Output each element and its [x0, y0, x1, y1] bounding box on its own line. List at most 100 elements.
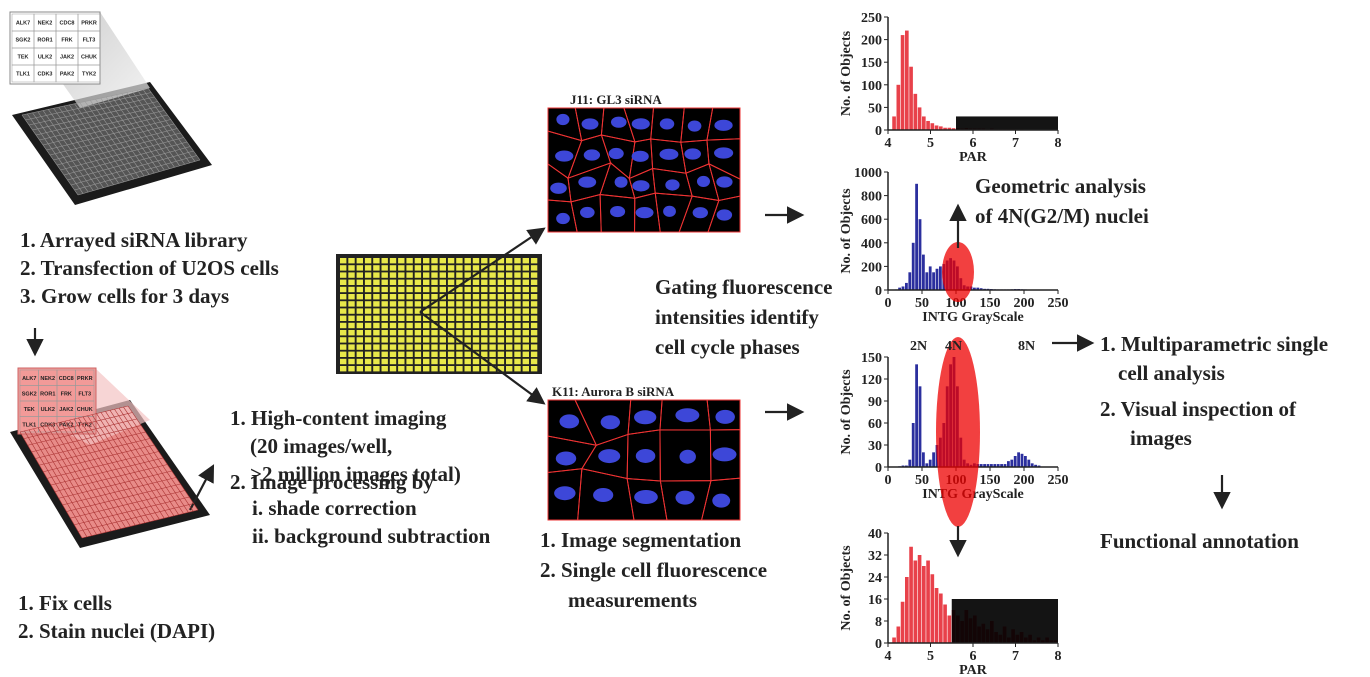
well: [365, 265, 371, 270]
step: cell analysis: [1118, 361, 1225, 385]
gene-label: SGK2: [22, 391, 37, 397]
step: 2. Single cell fluorescence: [540, 558, 767, 582]
well: [473, 344, 479, 349]
nucleus: [660, 118, 674, 129]
gene-label: ALK7: [16, 21, 30, 27]
image-label: K11: Aurora B siRNA: [552, 384, 675, 399]
well: [382, 344, 388, 349]
bar: [922, 116, 926, 130]
well: [357, 301, 363, 306]
well: [357, 316, 363, 321]
well: [523, 337, 529, 342]
well: [415, 287, 421, 292]
x-tick-label: 5: [927, 649, 934, 664]
well: [473, 337, 479, 342]
bar: [914, 561, 918, 644]
well: [498, 308, 504, 313]
bar: [926, 121, 930, 130]
well: [373, 280, 379, 285]
y-tick-label: 200: [861, 260, 882, 275]
well: [489, 344, 495, 349]
well: [506, 323, 512, 328]
well: [406, 366, 412, 371]
well: [390, 330, 396, 335]
nucleus: [615, 177, 628, 188]
nucleus: [693, 207, 708, 218]
well: [481, 258, 487, 263]
nucleus: [598, 449, 620, 463]
well: [523, 330, 529, 335]
bar: [901, 35, 905, 130]
bar: [909, 547, 913, 643]
nucleus: [611, 117, 627, 128]
well: [531, 280, 537, 285]
well: [489, 323, 495, 328]
well: [523, 287, 529, 292]
well: [398, 265, 404, 270]
bar: [915, 184, 918, 290]
well: [357, 359, 363, 364]
well: [506, 294, 512, 299]
gene-label: NEK2: [40, 376, 55, 382]
well: [498, 272, 504, 277]
well: [415, 294, 421, 299]
well: [465, 359, 471, 364]
well: [481, 272, 487, 277]
well: [523, 308, 529, 313]
well: [390, 366, 396, 371]
well: [523, 352, 529, 357]
well: [390, 344, 396, 349]
well: [456, 366, 462, 371]
well: [448, 280, 454, 285]
well: [340, 287, 346, 292]
well: [406, 301, 412, 306]
well: [340, 344, 346, 349]
well: [390, 359, 396, 364]
cell-image: [548, 400, 740, 520]
well: [523, 294, 529, 299]
well: [382, 301, 388, 306]
well: [481, 323, 487, 328]
well: [340, 337, 346, 342]
well: [498, 265, 504, 270]
well: [498, 287, 504, 292]
step: 2. Transfection of U2OS cells: [20, 256, 279, 280]
bar: [918, 107, 922, 130]
well: [348, 352, 354, 357]
y-axis-label: No. of Objects: [839, 369, 854, 455]
note: Geometric analysis: [975, 174, 1146, 198]
gene-label: FRK: [61, 391, 72, 397]
well: [473, 287, 479, 292]
nucleus: [663, 206, 676, 217]
well: [456, 258, 462, 263]
well: [473, 366, 479, 371]
well: [382, 330, 388, 335]
well: [340, 294, 346, 299]
step: 3. Grow cells for 3 days: [20, 284, 229, 308]
gene-label: JAK2: [60, 55, 74, 61]
well: [448, 308, 454, 313]
well: [489, 337, 495, 342]
y-tick-label: 60: [868, 417, 882, 432]
well: [390, 280, 396, 285]
gene-label: FLT3: [83, 38, 96, 44]
bar: [932, 452, 935, 467]
bar: [892, 116, 896, 130]
well: [448, 272, 454, 277]
well: [473, 316, 479, 321]
nucleus: [634, 490, 658, 504]
well: [406, 323, 412, 328]
well: [498, 330, 504, 335]
well: [382, 294, 388, 299]
well: [423, 337, 429, 342]
well: [423, 359, 429, 364]
well: [448, 323, 454, 328]
well: [415, 280, 421, 285]
well: [406, 294, 412, 299]
nucleus: [717, 209, 732, 220]
well: [514, 265, 520, 270]
well: [523, 359, 529, 364]
bar: [948, 616, 952, 644]
well: [448, 294, 454, 299]
step: 1. Image segmentation: [540, 528, 742, 552]
